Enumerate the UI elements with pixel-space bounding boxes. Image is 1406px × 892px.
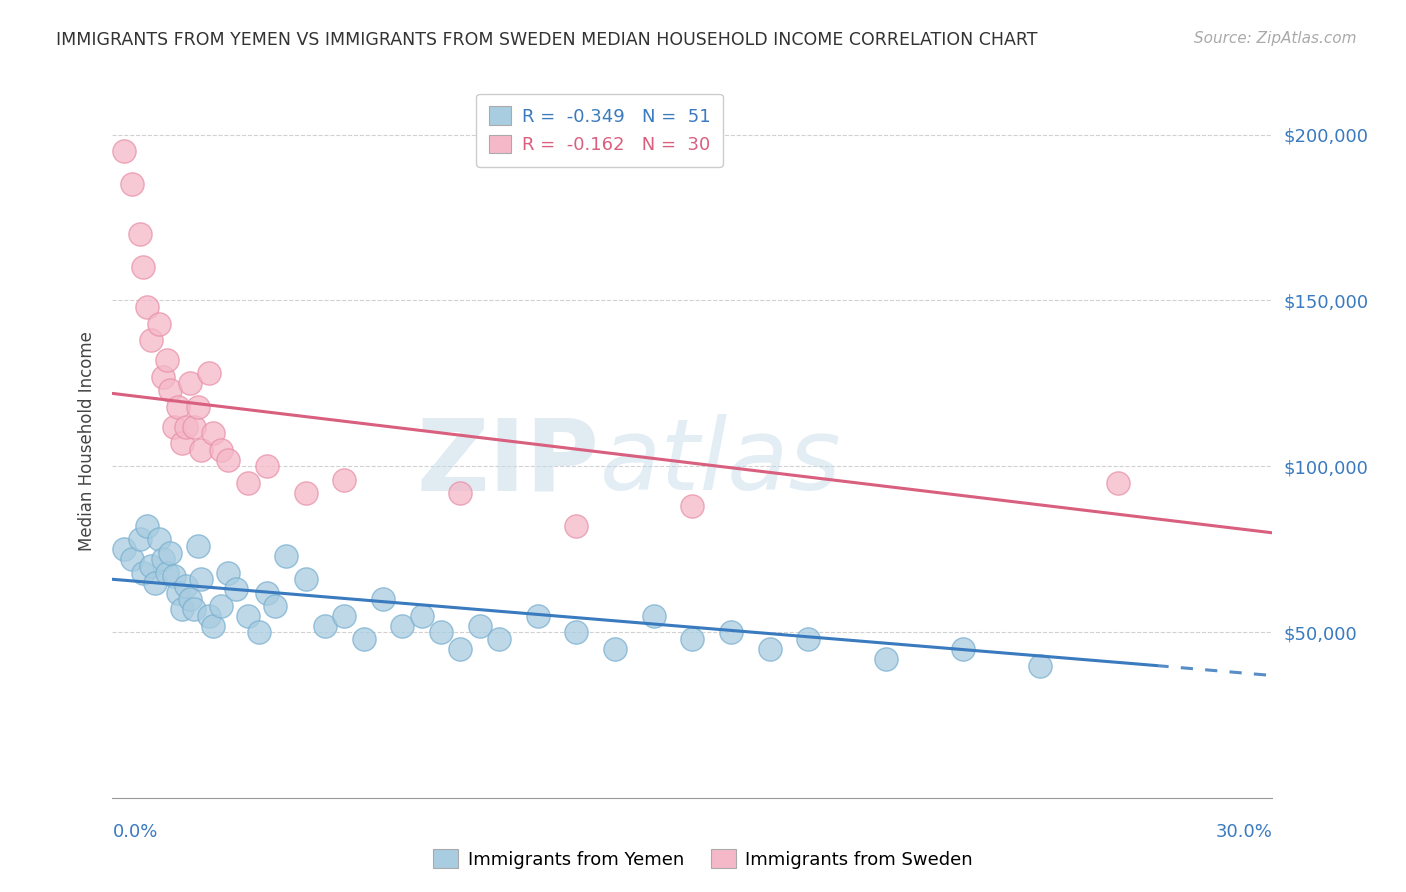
Point: [163, 419, 186, 434]
Text: Source: ZipAtlas.com: Source: ZipAtlas.com: [1194, 31, 1357, 46]
Point: [202, 426, 225, 441]
Point: [128, 533, 150, 547]
Point: [759, 642, 782, 657]
Point: [148, 317, 170, 331]
Point: [155, 353, 177, 368]
Point: [112, 542, 135, 557]
Point: [450, 642, 472, 657]
Point: [143, 575, 166, 590]
Point: [202, 619, 225, 633]
Point: [450, 486, 472, 500]
Point: [186, 539, 209, 553]
Point: [198, 367, 221, 381]
Point: [128, 227, 150, 241]
Point: [605, 642, 627, 657]
Point: [198, 608, 221, 623]
Point: [183, 602, 205, 616]
Point: [247, 625, 270, 640]
Point: [468, 619, 491, 633]
Point: [121, 178, 143, 192]
Point: [218, 566, 240, 580]
Point: [209, 442, 232, 457]
Point: [152, 369, 174, 384]
Text: atlas: atlas: [599, 415, 841, 511]
Point: [682, 632, 704, 646]
Point: [141, 334, 163, 348]
Point: [264, 599, 287, 613]
Point: [155, 566, 177, 580]
Point: [797, 632, 820, 646]
Point: [132, 260, 155, 275]
Point: [295, 572, 318, 586]
Point: [174, 419, 197, 434]
Point: [209, 599, 232, 613]
Point: [565, 519, 588, 533]
Point: [190, 572, 212, 586]
Point: [163, 569, 186, 583]
Point: [152, 552, 174, 566]
Point: [411, 608, 433, 623]
Point: [391, 619, 413, 633]
Point: [565, 625, 588, 640]
Point: [276, 549, 298, 563]
Point: [132, 566, 155, 580]
Point: [1029, 658, 1052, 673]
Point: [720, 625, 742, 640]
Point: [643, 608, 665, 623]
Point: [167, 585, 190, 599]
Point: [333, 608, 356, 623]
Point: [682, 500, 704, 514]
Point: [236, 476, 259, 491]
Y-axis label: Median Household Income: Median Household Income: [77, 332, 96, 551]
Point: [190, 442, 212, 457]
Point: [121, 552, 143, 566]
Point: [112, 144, 135, 158]
Point: [172, 602, 194, 616]
Point: [353, 632, 375, 646]
Legend: Immigrants from Yemen, Immigrants from Sweden: Immigrants from Yemen, Immigrants from S…: [426, 842, 980, 876]
Point: [148, 533, 170, 547]
Point: [186, 400, 209, 414]
Point: [488, 632, 510, 646]
Point: [256, 459, 278, 474]
Point: [141, 559, 163, 574]
Point: [136, 519, 159, 533]
Point: [218, 452, 240, 467]
Point: [136, 300, 159, 314]
Point: [430, 625, 453, 640]
Point: [174, 579, 197, 593]
Point: [526, 608, 548, 623]
Text: ZIP: ZIP: [416, 415, 599, 511]
Point: [179, 376, 201, 391]
Point: [183, 419, 205, 434]
Legend: R =  -0.349   N =  51, R =  -0.162   N =  30: R = -0.349 N = 51, R = -0.162 N = 30: [477, 94, 723, 167]
Point: [314, 619, 336, 633]
Point: [371, 592, 394, 607]
Text: IMMIGRANTS FROM YEMEN VS IMMIGRANTS FROM SWEDEN MEDIAN HOUSEHOLD INCOME CORRELAT: IMMIGRANTS FROM YEMEN VS IMMIGRANTS FROM…: [56, 31, 1038, 49]
Point: [236, 608, 259, 623]
Point: [159, 546, 181, 560]
Point: [167, 400, 190, 414]
Point: [159, 383, 181, 397]
Point: [256, 585, 278, 599]
Point: [1107, 476, 1129, 491]
Point: [952, 642, 974, 657]
Text: 0.0%: 0.0%: [112, 822, 157, 840]
Point: [225, 582, 247, 597]
Point: [875, 652, 897, 666]
Point: [172, 436, 194, 450]
Point: [295, 486, 318, 500]
Point: [179, 592, 201, 607]
Point: [333, 473, 356, 487]
Text: 30.0%: 30.0%: [1216, 822, 1272, 840]
